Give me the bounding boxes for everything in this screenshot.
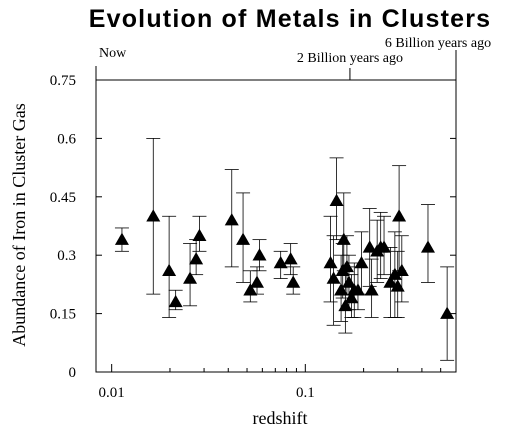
triangle-marker: [341, 275, 356, 288]
y-tick-label: 0.15: [50, 307, 76, 323]
data-point: [183, 243, 198, 307]
triangle-marker: [168, 294, 183, 308]
triangle-marker: [162, 263, 177, 277]
data-point: [329, 157, 344, 241]
data-point: [250, 266, 265, 295]
triangle-marker: [387, 267, 402, 280]
triangle-marker: [273, 255, 288, 269]
data-point: [162, 215, 177, 318]
triangle-marker: [183, 271, 198, 284]
triangle-marker: [394, 263, 409, 277]
data-point: [283, 243, 298, 276]
data-point: [273, 250, 288, 279]
x-axis: 0.01 0.1: [99, 364, 442, 401]
triangle-marker: [336, 232, 351, 245]
triangle-marker: [390, 279, 405, 292]
triangle-marker: [189, 252, 204, 265]
x-axis-label: redshift: [253, 408, 308, 428]
triangle-marker: [236, 232, 251, 245]
y-tick-label: 0.6: [57, 131, 76, 147]
data-point: [377, 215, 392, 276]
triangle-marker: [146, 209, 161, 222]
data-point: [236, 192, 251, 283]
data-point: [326, 235, 341, 326]
triangle-marker: [252, 248, 267, 261]
data-point: [114, 227, 129, 252]
data-point: [392, 165, 407, 272]
data-point: [354, 231, 369, 295]
data-point: [146, 137, 161, 295]
top-axis-label: Now: [99, 46, 127, 61]
data-point: [192, 215, 207, 252]
data-point: [394, 235, 409, 303]
y-axis-label: Abundance of Iron in Cluster Gas: [9, 103, 29, 346]
triangle-marker: [243, 283, 258, 296]
triangle-marker: [192, 228, 207, 241]
triangle-marker: [383, 275, 398, 288]
triangle-marker: [344, 291, 359, 304]
triangle-marker: [377, 240, 392, 253]
triangle-marker: [440, 306, 455, 319]
x-tick-label: 0.01: [99, 385, 125, 401]
triangle-marker: [326, 271, 341, 284]
data-point: [252, 239, 267, 272]
data-points: [114, 137, 455, 361]
data-point: [224, 169, 239, 268]
y-tick-label: 0.75: [50, 73, 76, 89]
triangle-marker: [283, 252, 298, 265]
triangle-marker: [354, 255, 369, 269]
triangle-marker: [114, 232, 129, 245]
data-point: [383, 247, 398, 318]
data-point: [364, 258, 379, 318]
triangle-marker: [286, 275, 301, 288]
plot-frame: [95, 79, 457, 373]
y-axis: 0 0.15 0.3 0.45 0.6 0.75: [50, 73, 456, 381]
triangle-marker: [323, 255, 338, 269]
y-tick-label: 0.3: [57, 248, 76, 264]
triangle-marker: [362, 240, 377, 253]
triangle-marker: [339, 259, 354, 273]
data-point: [323, 215, 338, 303]
triangle-marker: [420, 240, 435, 253]
data-point: [168, 289, 183, 311]
triangle-marker: [392, 209, 407, 222]
data-point: [362, 208, 377, 287]
triangle-marker: [250, 275, 265, 288]
top-axis-label: 6 Billion years ago: [385, 36, 491, 51]
y-tick-label: 0.45: [50, 190, 76, 206]
x-tick-label: 0.1: [296, 385, 315, 401]
data-point: [440, 266, 455, 361]
data-point: [286, 266, 301, 295]
data-point: [390, 250, 405, 318]
data-point: [189, 239, 204, 276]
top-axis-label: 2 Billion years ago: [297, 51, 403, 66]
triangle-marker: [334, 283, 349, 296]
chart-title: Evolution of Metals in Clusters: [89, 5, 492, 33]
y-tick-label: 0: [69, 365, 77, 381]
data-point: [420, 204, 435, 283]
triangle-marker: [224, 213, 239, 226]
triangle-marker: [329, 193, 344, 206]
triangle-marker: [364, 283, 379, 296]
